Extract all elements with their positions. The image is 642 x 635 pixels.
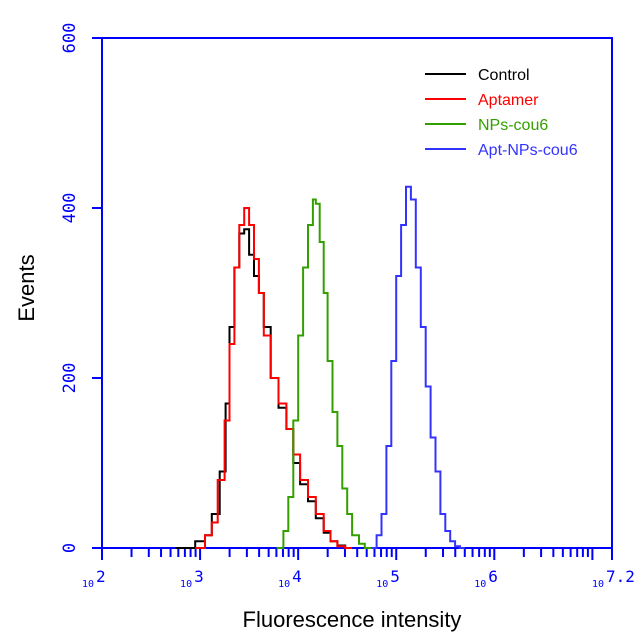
- x-tick-base: 10: [82, 579, 94, 590]
- x-tick-base: 10: [474, 579, 486, 590]
- x-tick-label: 10 3: [180, 567, 204, 590]
- x-tick-exponent: 2: [96, 567, 106, 586]
- x-tick-label: 10 7.2: [592, 567, 635, 590]
- series-line-apt-nps-cou6: [371, 185, 465, 549]
- legend: Control Aptamer NPs-cou6 Apt-NPs-cou6: [425, 67, 578, 159]
- x-tick-exponent: 3: [194, 567, 204, 586]
- x-tick-exponent: 6: [488, 567, 498, 586]
- legend-label: Control: [478, 67, 530, 84]
- x-tick-exponent: 7.2: [606, 567, 635, 586]
- y-tick-label: 0: [60, 543, 80, 553]
- x-tick-exponent: 4: [292, 567, 302, 586]
- x-axis-label: Fluorescence intensity: [243, 607, 462, 632]
- series-line-aptamer: [195, 207, 353, 549]
- y-tick-label: 600: [60, 23, 80, 54]
- y-tick-label: 200: [60, 363, 80, 394]
- x-tick-base: 10: [180, 579, 192, 590]
- plot-frame: [101, 37, 613, 549]
- x-tick-label: 10 5: [376, 567, 400, 590]
- y-tick-label: 400: [60, 193, 80, 224]
- x-tick-label: 10 4: [278, 567, 302, 590]
- plot-area: [101, 37, 613, 549]
- x-tick-base: 10: [376, 579, 388, 590]
- x-tick-exponent: 5: [390, 567, 400, 586]
- x-tick-label: 10 2: [82, 567, 106, 590]
- x-tick-base: 10: [592, 579, 604, 590]
- series-layer: [175, 185, 465, 549]
- series-line-control: [175, 228, 353, 549]
- legend-label: NPs-cou6: [478, 117, 548, 134]
- series-line-nps-cou6: [276, 198, 372, 549]
- x-tick-base: 10: [278, 579, 290, 590]
- x-tick-label: 10 6: [474, 567, 498, 590]
- y-axis-label: Events: [14, 254, 39, 321]
- legend-label: Apt-NPs-cou6: [478, 142, 578, 159]
- legend-label: Aptamer: [478, 92, 539, 109]
